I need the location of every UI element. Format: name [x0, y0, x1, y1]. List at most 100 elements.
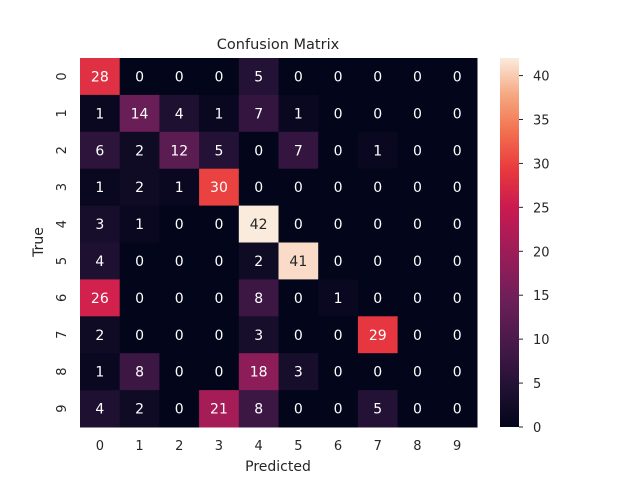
heatmap-cell	[278, 94, 319, 133]
y-tick-label: 0	[55, 72, 70, 80]
cell-value-label: 0	[373, 254, 382, 270]
heatmap-cell	[199, 94, 240, 133]
cell-value-label: 18	[250, 365, 268, 381]
cell-value-label: 28	[91, 69, 109, 85]
y-tick-label: 7	[55, 331, 70, 339]
cell-value-label: 0	[453, 291, 462, 307]
cell-value-label: 7	[254, 106, 263, 122]
cell-value-label: 0	[334, 254, 343, 270]
cell-value-label: 21	[210, 402, 228, 418]
cell-value-label: 0	[175, 328, 184, 344]
heatmap-cell	[318, 131, 359, 170]
heatmap-cell	[357, 353, 399, 391]
cell-value-label: 3	[294, 365, 303, 381]
cell-value-label: 0	[413, 365, 422, 381]
heatmap-cell	[238, 390, 279, 428]
cell-value-label: 0	[334, 328, 343, 344]
y-tick-label: 9	[55, 404, 70, 412]
heatmap-cell	[357, 279, 399, 317]
y-tick-label: 1	[55, 109, 70, 117]
heatmap-cell	[119, 94, 160, 133]
heatmap-cell	[437, 279, 478, 317]
cell-value-label: 30	[210, 180, 228, 196]
heatmap-cell	[199, 279, 240, 317]
heatmap-cell	[119, 58, 160, 96]
heatmap-cell	[159, 168, 200, 207]
cell-value-label: 0	[334, 69, 343, 85]
heatmap-cell	[80, 205, 121, 243]
heatmap-cell	[119, 131, 160, 170]
heatmap-cell	[238, 205, 279, 243]
heatmap-cell	[238, 242, 279, 280]
cell-value-label: 0	[294, 217, 303, 233]
cell-value-label: 8	[254, 402, 263, 418]
cell-value-label: 4	[95, 254, 104, 270]
cell-value-label: 0	[373, 69, 382, 85]
heatmap-cell	[159, 131, 200, 170]
colorbar-tick-label: 10	[533, 333, 550, 348]
heatmap-cell	[278, 390, 319, 428]
heatmap-cell	[318, 242, 359, 280]
colorbar-tick-label: 15	[533, 289, 550, 304]
x-tick-label: 5	[294, 439, 302, 454]
heatmap-cell	[80, 94, 121, 133]
heatmap-cell	[238, 131, 279, 170]
heatmap-cell	[119, 205, 160, 243]
cell-value-label: 0	[294, 291, 303, 307]
cell-value-label: 0	[373, 291, 382, 307]
heatmap-cell	[397, 94, 438, 133]
x-tick-label: 8	[413, 439, 421, 454]
cell-value-label: 5	[254, 69, 263, 85]
cell-value-label: 1	[95, 365, 104, 381]
cell-value-label: 14	[131, 106, 149, 122]
cell-value-label: 0	[214, 254, 223, 270]
cell-value-label: 0	[214, 217, 223, 233]
heatmap-cell	[238, 316, 279, 354]
cell-value-label: 1	[95, 106, 104, 122]
heatmap-cell	[357, 242, 399, 280]
cell-value-label: 0	[373, 106, 382, 122]
cell-value-label: 0	[453, 254, 462, 270]
heatmap-cell	[238, 168, 279, 207]
cell-value-label: 4	[175, 106, 184, 122]
colorbar-tick-label: 20	[533, 245, 550, 260]
cell-value-label: 1	[334, 291, 343, 307]
heatmap-cell	[357, 390, 399, 428]
cell-value-label: 0	[135, 328, 144, 344]
y-tick-label: 8	[55, 368, 70, 376]
heatmap-cell	[238, 94, 279, 133]
heatmap-cell	[357, 316, 399, 354]
cell-value-label: 1	[373, 143, 382, 159]
heatmap-cell	[159, 316, 200, 354]
heatmap-cell	[80, 168, 121, 207]
cell-value-label: 0	[294, 402, 303, 418]
heatmap-cell	[119, 390, 160, 428]
cell-value-label: 1	[214, 106, 223, 122]
cell-value-label: 0	[334, 402, 343, 418]
heatmap-cell	[437, 205, 478, 243]
heatmap-cell	[159, 94, 200, 133]
x-tick-label: 2	[175, 439, 183, 454]
heatmap-cell	[397, 279, 438, 317]
cell-value-label: 0	[453, 143, 462, 159]
heatmap-cell	[318, 168, 359, 207]
cell-value-label: 6	[95, 143, 104, 159]
heatmap-cell	[437, 94, 478, 133]
x-tick-label: 6	[334, 439, 342, 454]
x-tick-label: 4	[255, 439, 263, 454]
cell-value-label: 0	[413, 180, 422, 196]
heatmap-cell	[397, 390, 438, 428]
heatmap-cell	[318, 94, 359, 133]
colorbar-tick-label: 35	[533, 114, 550, 129]
y-tick-label: 4	[55, 220, 70, 228]
cell-value-label: 0	[453, 217, 462, 233]
y-tick-label: 2	[55, 146, 70, 154]
heatmap-cell	[397, 58, 438, 96]
heatmap-cell	[80, 242, 121, 280]
x-tick-label: 3	[215, 439, 223, 454]
heatmap-cell	[119, 168, 160, 207]
cell-value-label: 0	[373, 180, 382, 196]
cell-value-label: 0	[453, 328, 462, 344]
heatmap-cell	[278, 168, 319, 207]
heatmap-cell	[357, 205, 399, 243]
